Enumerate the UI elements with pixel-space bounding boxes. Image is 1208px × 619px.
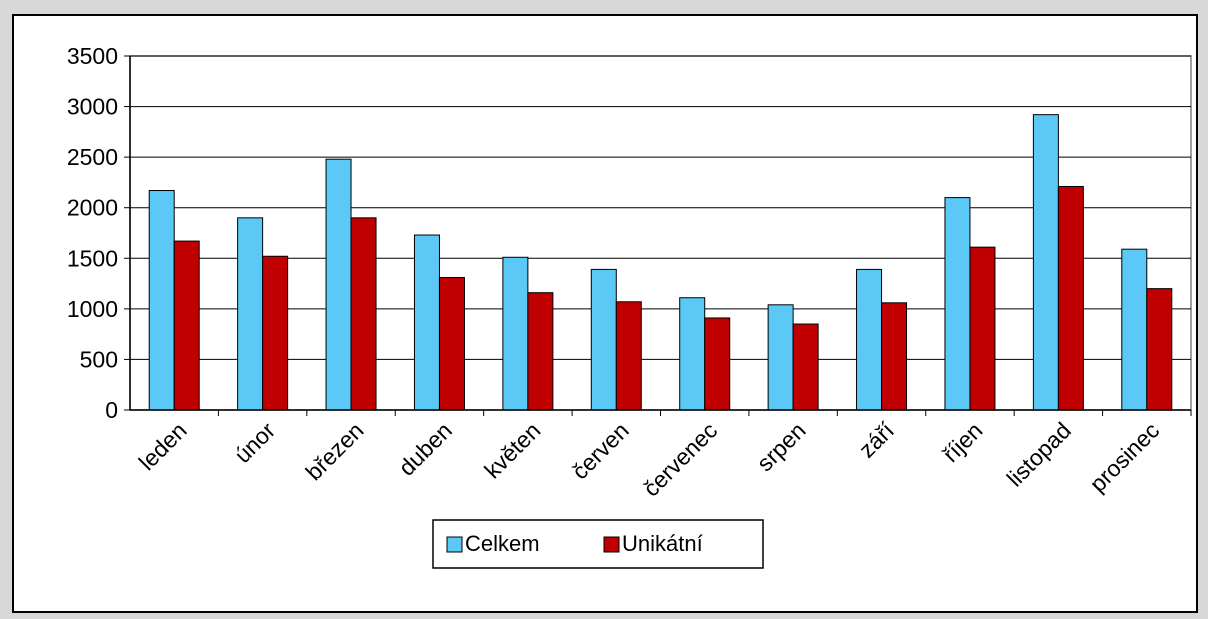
bar-Celkem-únor <box>237 217 264 411</box>
legend-label-celkem: Celkem <box>465 531 540 556</box>
bar-Celkem-červen <box>590 268 617 411</box>
y-tick-label-1500: 1500 <box>67 245 118 271</box>
x-tick-label-srpen: srpen <box>752 417 811 476</box>
bar-Celkem-říjen <box>944 197 971 411</box>
bar-Celkem-červenec <box>679 297 706 411</box>
chart-area: 0 500 1000 1500 2000 2500 3000 3500 leden únor bř… <box>12 14 1198 613</box>
x-tick-label-únor: únor <box>229 417 280 468</box>
legend-swatch-unikatni <box>603 536 620 553</box>
bar-Unikátní-duben <box>438 277 465 411</box>
bar-Celkem-srpen <box>767 304 794 411</box>
x-tick-labels: leden únor březen duben květen červen červenec… <box>134 417 1165 502</box>
bar-Unikátní-prosinec <box>1146 288 1173 411</box>
x-tick-label-září: září <box>854 417 900 463</box>
legend-label-unikatni: Unikátní <box>622 531 703 556</box>
legend-box <box>432 519 764 569</box>
bar-Unikátní-červen <box>615 301 642 411</box>
bar-Unikátní-květen <box>527 292 554 411</box>
x-tick-label-duben: duben <box>393 417 457 481</box>
bar-Celkem-leden <box>148 190 175 411</box>
x-tick-label-květen: květen <box>479 417 545 483</box>
legend-swatch-celkem <box>446 536 463 553</box>
bar-Unikátní-říjen <box>969 246 996 411</box>
x-tick-label-březen: březen <box>300 417 368 485</box>
bar-Celkem-září <box>856 268 883 411</box>
bar-Unikátní-červenec <box>704 317 731 411</box>
bar-Unikátní-leden <box>173 240 200 411</box>
y-tick-label-500: 500 <box>80 346 118 372</box>
y-tick-label-3500: 3500 <box>67 43 118 69</box>
bar-Unikátní-únor <box>262 255 289 411</box>
bar-Unikátní-září <box>881 302 908 411</box>
bar-Unikátní-srpen <box>792 323 819 411</box>
legend: Celkem Unikátní <box>432 519 764 569</box>
x-tick-label-leden: leden <box>134 417 192 475</box>
y-tick-label-1000: 1000 <box>67 296 118 322</box>
bar-chart: 0 500 1000 1500 2000 2500 3000 3500 leden únor bř… <box>67 43 1192 569</box>
x-tick-label-červen: červen <box>567 417 634 484</box>
y-tick-labels: 0 500 1000 1500 2000 2500 3000 3500 <box>67 43 118 423</box>
bar-Celkem-duben <box>413 234 440 411</box>
bar-Celkem-květen <box>502 256 529 411</box>
y-tick-label-3000: 3000 <box>67 94 118 120</box>
bars-group <box>148 114 1173 411</box>
gridlines <box>130 55 1191 360</box>
axes <box>124 55 1192 416</box>
bar-Unikátní-listopad <box>1057 185 1084 411</box>
bar-Celkem-prosinec <box>1121 248 1148 411</box>
x-tick-label-červenec: červenec <box>638 417 722 501</box>
plot-area <box>129 55 1192 411</box>
y-tick-label-0: 0 <box>105 397 118 423</box>
y-tick-label-2500: 2500 <box>67 144 118 170</box>
y-tick-label-2000: 2000 <box>67 195 118 221</box>
bar-Unikátní-březen <box>350 217 377 411</box>
x-tick-label-listopad: listopad <box>1001 417 1075 491</box>
x-tick-label-říjen: říjen <box>937 417 987 467</box>
bar-Celkem-březen <box>325 158 352 411</box>
bar-Celkem-listopad <box>1032 114 1059 411</box>
x-tick-label-prosinec: prosinec <box>1084 417 1164 497</box>
